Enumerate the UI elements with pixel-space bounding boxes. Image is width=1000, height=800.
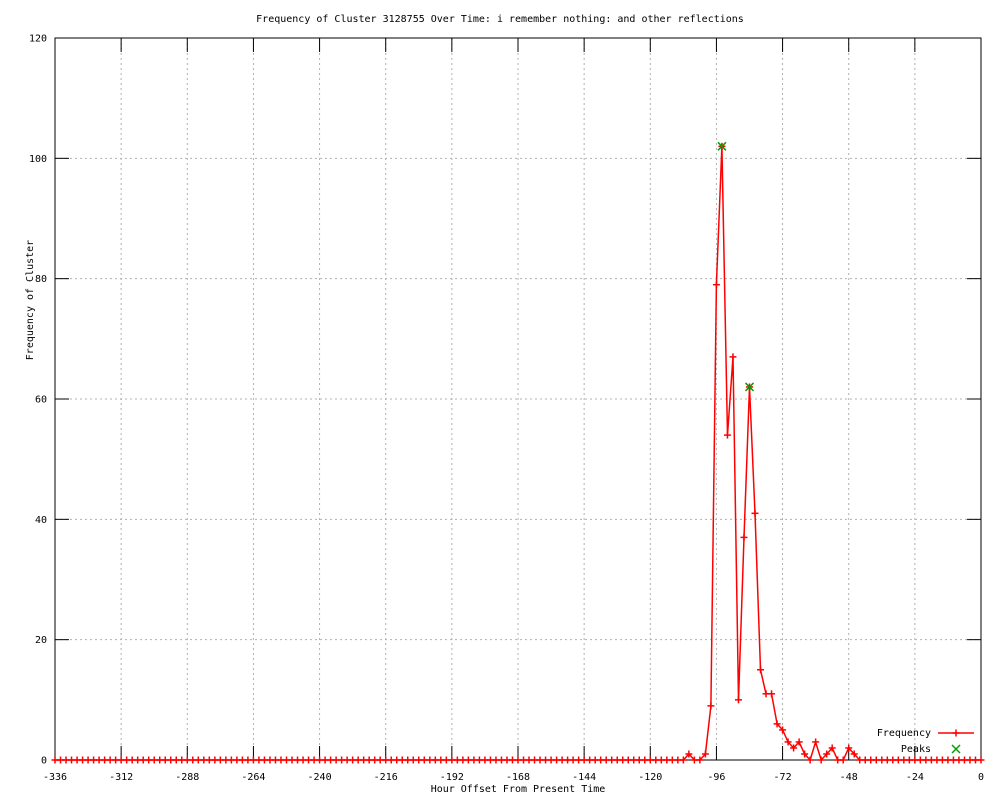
x-tick-label: 0 [978, 772, 984, 783]
legend-row-peaks: Peaks [845, 741, 977, 757]
peaks-marker-sample-icon [951, 744, 961, 754]
frequency-line-sample-icon [938, 729, 974, 737]
x-tick-label: -264 [241, 772, 265, 783]
peak-marker [744, 382, 755, 392]
peak-marker [717, 141, 727, 151]
x-tick-label: -336 [43, 772, 67, 783]
y-axis-title: Frequency of Cluster [25, 239, 36, 361]
x-tick-label: -312 [109, 772, 133, 783]
x-tick-label: -144 [572, 772, 596, 783]
x-tick-label: -216 [374, 772, 398, 783]
legend: Frequency Peaks [845, 725, 977, 757]
y-tick-label: 100 [29, 154, 47, 165]
y-tick-label: 60 [35, 395, 47, 406]
y-tick-label: 120 [29, 34, 47, 45]
x-tick-label: -48 [840, 772, 858, 783]
x-tick-label: -24 [906, 772, 924, 783]
legend-row-frequency: Frequency [845, 725, 977, 741]
y-tick-label: 40 [35, 515, 47, 526]
x-tick-label: -168 [506, 772, 530, 783]
x-tick-label: -72 [774, 772, 792, 783]
y-tick-label: 0 [41, 756, 47, 767]
chart-title: Frequency of Cluster 3128755 Over Time: … [256, 14, 744, 25]
x-tick-label: -192 [440, 772, 464, 783]
legend-label-frequency: Frequency [876, 727, 931, 739]
x-tick-label: -288 [175, 772, 199, 783]
x-axis-title: Hour Offset From Present Time [430, 784, 606, 795]
y-tick-label: 20 [35, 635, 47, 646]
x-tick-label: -120 [638, 772, 662, 783]
legend-label-peaks: Peaks [900, 743, 931, 755]
x-tick-label: -240 [308, 772, 332, 783]
x-tick-label: -96 [707, 772, 725, 783]
y-tick-label: 80 [35, 274, 47, 285]
